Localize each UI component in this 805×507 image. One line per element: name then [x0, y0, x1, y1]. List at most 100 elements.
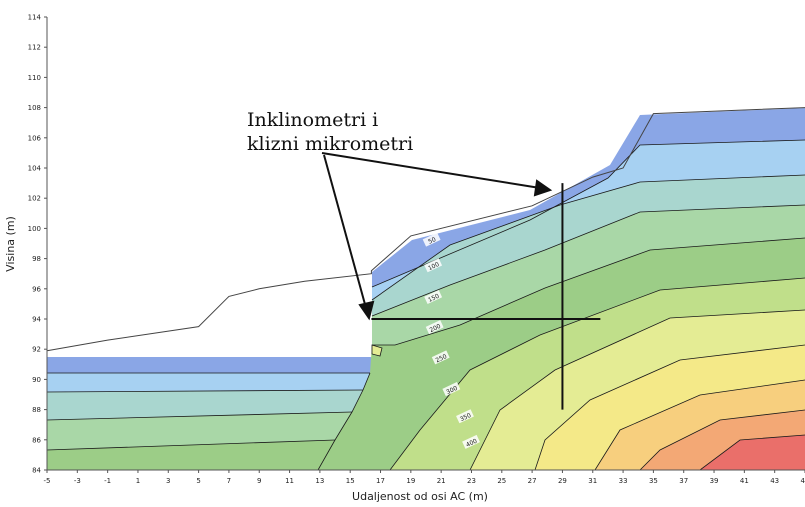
band-1 — [372, 108, 805, 287]
band-left-4 — [47, 412, 352, 450]
arrow-line-down — [323, 154, 367, 309]
band-pocket — [372, 345, 382, 356]
y-tick-label: 110 — [28, 74, 41, 82]
contour-line-450 — [639, 409, 805, 470]
contour-bands — [47, 108, 805, 470]
axes: -5 -3 -1 1 3 5 7 9 11 13 15 17 19 21 23 25 27 29 31 33 35 37 3… — [28, 14, 805, 485]
x-axis-title: Udaljenost od osi AC (m) — [352, 490, 488, 503]
x-tick-label: 11 — [285, 477, 294, 485]
y-tick-label: 88 — [32, 406, 41, 414]
x-tick-label: 25 — [497, 477, 506, 485]
contour-pocket-outline — [371, 344, 383, 357]
band-3 — [372, 175, 805, 316]
contour-label-bg — [422, 232, 441, 247]
inclinometer-lines — [371, 183, 601, 410]
contour-label-bg — [424, 258, 443, 273]
contour-label: 100 — [427, 261, 441, 272]
x-tick-label: 21 — [437, 477, 446, 485]
y-tick-label: 112 — [28, 44, 41, 52]
x-tick-label: 35 — [649, 477, 658, 485]
x-tick-label: -1 — [104, 477, 111, 485]
contour-label: 200 — [429, 323, 443, 334]
band-4 — [372, 205, 805, 345]
contour-label: 150 — [427, 293, 441, 304]
contour-label-bg — [442, 382, 461, 397]
contour-line-300 — [469, 309, 805, 470]
x-tick-label: 43 — [770, 477, 779, 485]
band-left-3 — [47, 390, 363, 420]
x-tick-label: 13 — [315, 477, 324, 485]
x-tick-label: 39 — [710, 477, 719, 485]
x-tick-label: 17 — [376, 477, 385, 485]
x-tick-label: 41 — [740, 477, 749, 485]
y-tick-label: 100 — [28, 225, 41, 233]
contour-label-bg — [456, 409, 474, 424]
x-tick-label: 5 — [196, 477, 200, 485]
x-tick-label: 33 — [619, 477, 628, 485]
band-10 — [640, 410, 805, 470]
y-tick-label: 96 — [32, 285, 41, 293]
x-tick-label: -5 — [44, 477, 51, 485]
band-9 — [595, 380, 805, 470]
annotation-line-2: klizni mikrometri — [247, 133, 413, 155]
x-tick-label: 29 — [558, 477, 567, 485]
contour-line-100 — [371, 174, 805, 301]
contour-line-left-4 — [47, 439, 336, 451]
annotation-line-1: Inklinometri i — [247, 109, 378, 131]
contour-lines — [47, 139, 805, 470]
x-tick-label: 23 — [467, 477, 476, 485]
contour-line-500 — [699, 434, 805, 470]
x-tick-label: 1 — [136, 477, 140, 485]
annotation-arrows — [321, 152, 553, 321]
x-tick-label: 19 — [406, 477, 415, 485]
contour-label: 250 — [435, 353, 449, 364]
contour-label: 300 — [445, 385, 459, 396]
arrow-head-right — [533, 179, 553, 197]
contour-line-left-2 — [47, 389, 364, 393]
y-tick-label: 92 — [32, 346, 41, 354]
band-left-2 — [47, 373, 370, 392]
x-tick-label: 45 — [801, 477, 805, 485]
y-tick-label: 84 — [32, 467, 41, 475]
x-tick-label: -3 — [74, 477, 81, 485]
x-tick-label: 27 — [528, 477, 537, 485]
contour-line-200 — [372, 237, 805, 346]
band-8 — [535, 345, 805, 470]
y-tick-label: 94 — [32, 316, 41, 324]
x-tick-label: 37 — [679, 477, 688, 485]
x-tick-label: 3 — [166, 477, 170, 485]
contour-line-400 — [594, 379, 805, 470]
y-tick-label: 90 — [32, 376, 41, 384]
x-tick-label: 9 — [257, 477, 261, 485]
y-tick-label: 114 — [28, 14, 42, 22]
contour-label-bg — [424, 289, 443, 304]
x-tick-label: 7 — [227, 477, 231, 485]
y-tick-label: 86 — [32, 436, 41, 444]
contour-label-bg — [431, 350, 450, 365]
contour-line-350 — [534, 344, 805, 470]
y-ticks: 84 86 88 90 92 94 96 98 100 102 104 106 108 110 112 114 — [28, 14, 47, 475]
contour-label: 50 — [427, 236, 437, 246]
y-tick-label: 108 — [28, 104, 41, 112]
band-11 — [700, 435, 805, 470]
contour-label-bg — [425, 320, 444, 335]
y-tick-label: 106 — [28, 134, 42, 142]
arrow-head-down — [358, 300, 375, 321]
contour-line-left-5 — [317, 372, 371, 470]
arrow-line-right — [321, 152, 541, 189]
contour-label-bg — [462, 434, 480, 449]
band-2 — [372, 140, 805, 300]
x-tick-label: 31 — [588, 477, 597, 485]
contour-line-left-3 — [47, 411, 353, 421]
x-tick-label: 15 — [346, 477, 355, 485]
y-axis-title: Visina (m) — [4, 216, 17, 272]
contour-line-50 — [371, 139, 805, 288]
ground-surface-line — [46, 107, 805, 352]
contour-line-250 — [389, 277, 805, 470]
contour-label: 350 — [459, 412, 473, 423]
y-tick-label: 98 — [32, 255, 41, 263]
contour-value-labels: 50 100 150 200 250 300 350 400 — [422, 232, 480, 449]
y-tick-label: 102 — [28, 195, 41, 203]
band-7 — [470, 310, 805, 470]
